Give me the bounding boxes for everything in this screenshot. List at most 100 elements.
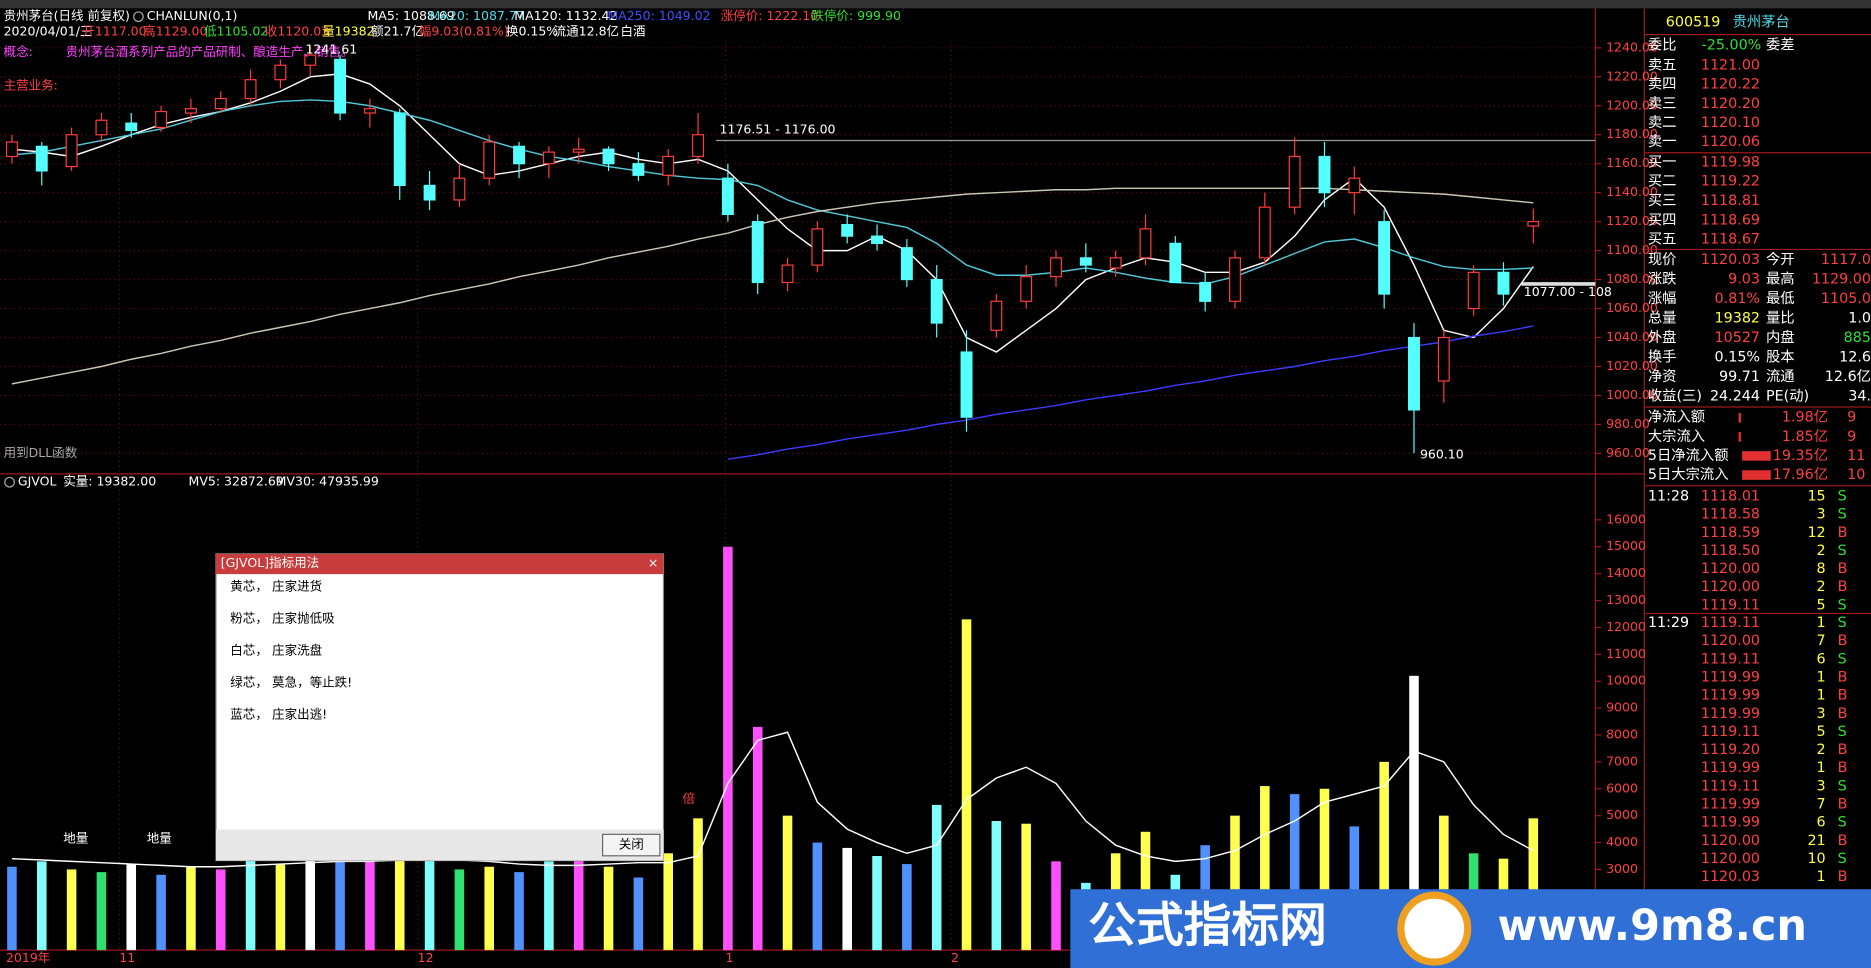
- candle-body: [1408, 336, 1420, 411]
- volume-bar: [1349, 826, 1360, 951]
- volume-bar: [633, 877, 644, 951]
- y-tick-label: 12000: [1606, 619, 1646, 634]
- order-price: 1118.67: [1701, 232, 1760, 248]
- annotation: 地量: [63, 831, 88, 846]
- usage-text: 庄家进货: [272, 579, 322, 594]
- y-tick-label: 14000: [1606, 565, 1646, 580]
- tick-volume: 7: [1817, 796, 1826, 812]
- volume-bar: [96, 872, 107, 951]
- change: 幅9.03(0.81%): [419, 24, 509, 39]
- candle-body: [1199, 281, 1212, 302]
- candle-body: [1437, 336, 1450, 382]
- tick-price: 1119.11: [1701, 778, 1760, 794]
- order-price: 1121.00: [1701, 58, 1760, 74]
- candle-body: [1109, 257, 1122, 269]
- tick-side: S: [1838, 815, 1847, 831]
- tick-price: 1120.00: [1701, 633, 1760, 649]
- volume-bar: [812, 842, 823, 951]
- dialog-footer: [215, 829, 664, 861]
- volume-bar: [335, 858, 345, 951]
- flow-bar: [1738, 432, 1741, 442]
- candle-body: [483, 141, 496, 179]
- y-tick-label: 3000: [1606, 861, 1638, 876]
- ma120: MA120: 1132.42: [514, 8, 617, 23]
- menu-bar: [0, 0, 1871, 9]
- usage-key: 蓝芯，: [230, 707, 268, 722]
- tick-side: B: [1838, 869, 1848, 885]
- flow-value: 17.96亿: [1773, 466, 1828, 483]
- ma5: MA5: 1088.69: [368, 8, 455, 23]
- tick-volume: 3: [1817, 706, 1826, 722]
- usage-key: 绿芯，: [230, 675, 268, 690]
- dialog-close-x[interactable]: ×: [648, 555, 658, 570]
- tick-side: B: [1838, 833, 1848, 849]
- tick-side: B: [1838, 706, 1848, 722]
- stat-value: 0.81%: [1715, 291, 1760, 307]
- volume-bar: [1289, 794, 1300, 951]
- candle-body: [871, 235, 883, 244]
- order-price: 1120.20: [1701, 96, 1760, 112]
- candle-body: [751, 221, 764, 284]
- candle-body: [1229, 257, 1241, 302]
- tick-price: 1119.99: [1701, 796, 1760, 812]
- candle-body: [1079, 257, 1092, 266]
- indicator-line: [11, 187, 1534, 385]
- tick-side: S: [1838, 597, 1847, 613]
- stat-label: 股本: [1766, 348, 1795, 365]
- volume-bar: [275, 864, 286, 951]
- tick-side: B: [1838, 669, 1848, 685]
- tick-volume: 2: [1817, 742, 1826, 758]
- stat-value: 1.0: [1848, 311, 1871, 327]
- volume-bar: [1409, 675, 1419, 951]
- annotation: 1241.61: [305, 42, 357, 57]
- candle-body: [334, 58, 347, 114]
- volume-bar: [752, 726, 763, 951]
- candle-body: [1139, 228, 1152, 259]
- tick-volume: 21: [1807, 833, 1825, 849]
- usage-key: 粉芯，: [230, 611, 268, 626]
- tick-volume: 1: [1817, 615, 1826, 631]
- volume-bar: [126, 864, 137, 951]
- order-label: 买五: [1648, 231, 1677, 248]
- volume-bar: [693, 818, 703, 951]
- volume-bar: [1260, 786, 1270, 951]
- volume-bar: [1230, 815, 1240, 951]
- usage-text: 莫急，等止跌!: [272, 675, 352, 690]
- candle-body: [423, 184, 436, 201]
- volume-bar: [1439, 815, 1449, 951]
- tick-price: 1120.03: [1701, 869, 1760, 885]
- order-price: 1118.69: [1701, 212, 1760, 228]
- volume-bar: [484, 866, 495, 951]
- mv5: MV5: 32872.69: [189, 474, 284, 489]
- tick-price: 1119.20: [1701, 742, 1760, 758]
- volume: 量19382: [322, 24, 374, 39]
- flow-bar: [1742, 470, 1771, 480]
- dialog-frame: [215, 553, 665, 862]
- y-tick-label: 1140.00: [1606, 184, 1658, 199]
- order-label: 卖四: [1648, 76, 1677, 93]
- watermark-url: www.9m8.cn: [1498, 901, 1807, 951]
- close-button[interactable]: [601, 833, 661, 857]
- mv30: MV30: 47935.99: [276, 474, 379, 489]
- flow-value: 11: [1847, 448, 1865, 464]
- tick-time: 11:29: [1648, 615, 1689, 631]
- y-tick-label: 1160.00: [1606, 155, 1658, 170]
- low: 低1105.02: [204, 24, 268, 39]
- vol-real: 实量: 19382.00: [63, 474, 156, 489]
- tick-volume: 1: [1817, 688, 1826, 704]
- close-button-label[interactable]: 关闭: [619, 837, 644, 852]
- usage-key: 黄芯，: [230, 579, 268, 594]
- indicator: CHANLUN(0,1): [147, 8, 238, 23]
- stat-label: 涨跌: [1648, 271, 1677, 288]
- flow-bar: [1738, 412, 1741, 423]
- candle-body: [1378, 221, 1391, 295]
- tick-side: B: [1838, 742, 1848, 758]
- ma250: MA250: 1049.02: [607, 8, 710, 23]
- order-price: 1119.22: [1701, 174, 1760, 190]
- order-price: 1120.22: [1701, 77, 1760, 93]
- candle-body: [125, 122, 138, 131]
- tick-side: B: [1838, 525, 1848, 541]
- candle-body: [692, 134, 705, 158]
- stat-label: 今开: [1766, 251, 1795, 268]
